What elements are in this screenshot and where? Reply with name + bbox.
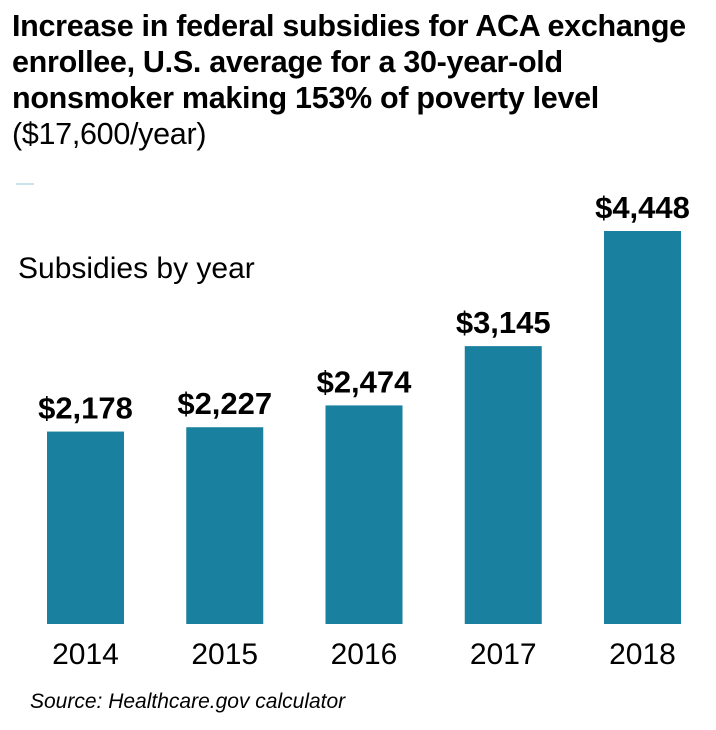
data-label: $3,145 — [456, 305, 551, 340]
title-divider — [16, 183, 34, 185]
bar-2015 — [186, 427, 264, 624]
chart-title-suffix: ($17,600/year) — [12, 117, 207, 151]
bar-2017 — [464, 346, 542, 624]
x-tick-label: 2014 — [52, 638, 119, 671]
chart-title: Increase in federal subsidies for ACA ex… — [12, 8, 712, 152]
data-label: $2,178 — [38, 391, 133, 426]
bar-2016 — [325, 405, 403, 624]
x-tick-label: 2015 — [191, 638, 258, 671]
x-tick-label: 2018 — [609, 638, 676, 671]
bar-2014 — [47, 431, 124, 624]
data-label: $2,227 — [177, 386, 272, 421]
source-note: Source: Healthcare.gov calculator — [30, 690, 346, 713]
chart-subtitle: Subsidies by year — [18, 252, 255, 285]
x-tick-label: 2017 — [470, 638, 537, 671]
x-tick-label: 2016 — [331, 638, 398, 671]
bar-2018 — [604, 231, 681, 624]
chart-title-bold: Increase in federal subsidies for ACA ex… — [12, 9, 686, 115]
data-label: $4,448 — [595, 190, 690, 225]
bar-chart: $2,178 2014 $2,227 2015 $2,474 2016 $3,145 2017… — [38, 190, 690, 671]
data-label: $2,474 — [317, 364, 413, 399]
